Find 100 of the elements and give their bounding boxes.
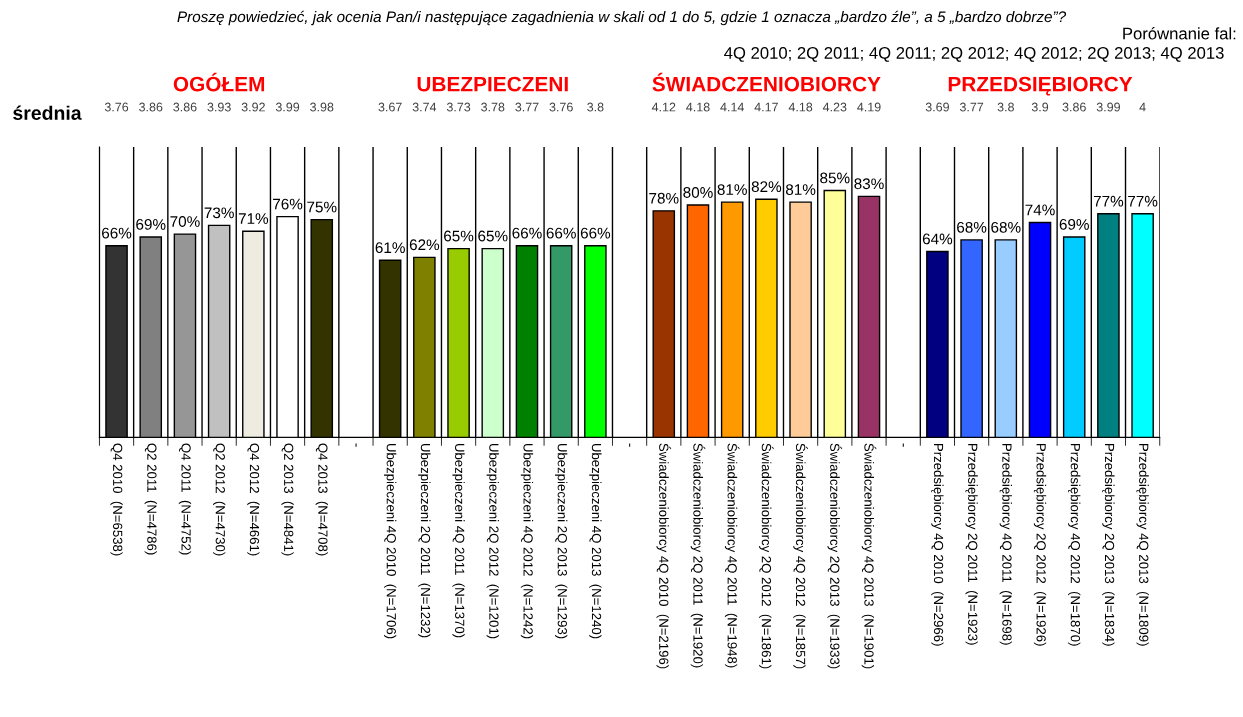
x-tick-label: Przedsiębiorcy 4Q 2013 (N=1809) [1136,444,1149,646]
text: średnia [13,105,82,120]
x-tick-label: Ubezpieczeni 2Q 2013 (N=1293) [555,443,568,639]
text: 3.86 [173,102,197,112]
text: 3.8 [587,102,604,112]
data-label: 62% [409,239,440,251]
data-label: 64% [922,233,953,245]
text: 4.17 [754,102,778,112]
bar [652,210,676,438]
data-label: 65% [444,230,474,242]
x-tick-label: Ubezpieczeni 4Q 2010 (N=1706) [384,443,397,639]
data-label: 61% [375,242,405,254]
bar [105,245,128,438]
text: 4.23 [822,102,847,112]
x-tick-label: Ubezpieczeni 4Q 2012 (N=1242) [520,443,534,639]
bar [310,218,334,438]
bar [994,239,1018,438]
bar [207,224,231,438]
x-tick-label: Ubezpieczeni 4Q 2011 (N=1370) [452,443,465,638]
data-label: 78% [649,192,679,204]
x-tick-label: Świadczeniobiorcy 2Q 2011 (N=1920) [690,443,706,668]
chart-title: Proszę powiedzieć, jak ocenia Pan/i następujące zagadnienia w skali od 1 do 5, gdzie 1 oznacza „bardzo źle”, a 5 „bardzo dobrze”? [177,10,1067,26]
text: 3.9 [1031,102,1049,112]
x-tick-label: - [902,443,904,447]
data-label: 73% [204,207,234,219]
x-tick-label: - [355,443,357,447]
bar [139,236,163,438]
data-label: 65% [478,230,508,242]
text: 4.19 [857,102,881,112]
text: 3.92 [241,102,265,112]
x-tick-label: Q2 2012 (N=4730) [213,443,226,556]
x-tick-label: Świadczeniobiorcy 2Q 2012 (N=1861) [759,443,774,669]
x-tick-label: - [629,443,631,447]
x-tick-label: Świadczeniobiorcy 4Q 2011 (N=1948) [724,443,740,668]
data-label: 68% [957,221,987,233]
data-label: 82% [751,181,782,193]
data-label: 75% [307,201,337,213]
x-tick-label: Przedsiębiorcy 2Q 2012 (N=1926) [1033,444,1047,646]
x-tick-label: Świadczeniobiorcy 2Q 2013 (N=1933) [827,443,843,669]
x-tick-label: Q2 2013 (N=4841) [281,443,294,556]
bar [549,245,573,438]
data-label: 80% [683,187,713,198]
x-tick-label: Q4 2012 (N=4661) [247,443,260,556]
text: ŚWIADCZENIOBIORCY [652,72,881,92]
data-label: 81% [785,184,816,195]
bar [823,189,847,438]
data-label: 69% [136,219,166,230]
data-label: 66% [512,227,542,239]
text: 4.18 [686,102,710,112]
bar [515,245,539,438]
data-label: 77% [1093,195,1124,207]
x-tick-label: Świadczeniobiorcy 4Q 2012 (N=1857) [793,443,808,669]
data-label: 85% [820,172,850,184]
bar [1028,221,1052,438]
text: PRZEDSIĘBIORCY [948,76,1133,96]
text: 3.93 [207,102,231,112]
data-label: 66% [580,227,611,239]
x-tick-label: Świadczeniobiorcy 4Q 2013 (N=1901) [861,443,877,669]
bar [276,215,299,438]
x-tick-label: Świadczeniobiorcy 4Q 2010 (N=2196) [656,443,672,669]
text: 3.73 [446,102,471,112]
text: 3.78 [481,102,505,112]
text: UBEZPIECZENI [417,76,568,92]
text: 3.8 [997,102,1014,112]
x-tick-label: Ubezpieczeni 2Q 2012 (N=1201) [486,443,499,639]
text: 3.77 [959,102,984,112]
data-label: 69% [1059,219,1089,230]
data-label: 83% [854,178,884,190]
bar [1131,213,1154,438]
data-label: 70% [170,216,200,227]
text: 3.86 [139,102,163,112]
x-tick-label: Przedsiębiorcy 4Q 2011 (N=1698) [999,444,1012,645]
text: 4.14 [720,102,744,112]
bar [720,201,744,438]
text: 3.67 [378,102,402,112]
x-tick-label: Q4 2013 (N=4708) [315,443,328,556]
text: 3.69 [925,102,949,112]
text: 3.99 [275,102,300,112]
x-tick-label: Przedsiębiorcy 4Q 2010 (N=2966) [931,444,944,646]
bar [413,256,436,438]
x-tick-label: Q4 2010 (N=6538) [110,443,123,556]
data-label: 66% [546,227,576,239]
x-tick-label: Ubezpieczeni 2Q 2011 (N=1232) [418,443,431,638]
text: 4.12 [651,102,676,112]
text: 4Q 2010; 2Q 2011; 4Q 2011; 2Q 2012; 4Q 2012; 2Q 2013; 4Q 2013 [724,47,1224,62]
bar [789,201,812,438]
bar [447,247,470,438]
text: 3.76 [549,102,573,112]
bar [686,204,710,438]
x-tick-label: Przedsiębiorcy 2Q 2013 (N=1834) [1102,444,1115,646]
bar [926,250,949,438]
x-tick-label: Ubezpieczeni 4Q 2013 (N=1240) [589,443,602,639]
text: 3.74 [412,102,437,112]
text: 3.77 [515,102,539,112]
data-label: 77% [1128,195,1158,207]
text: OGÓŁEM [173,72,265,92]
data-label: 66% [102,227,132,239]
data-label: 76% [273,198,303,210]
text: 4.18 [788,102,813,112]
x-tick-label: Przedsiębiorcy 4Q 2012 (N=1870) [1068,444,1081,646]
